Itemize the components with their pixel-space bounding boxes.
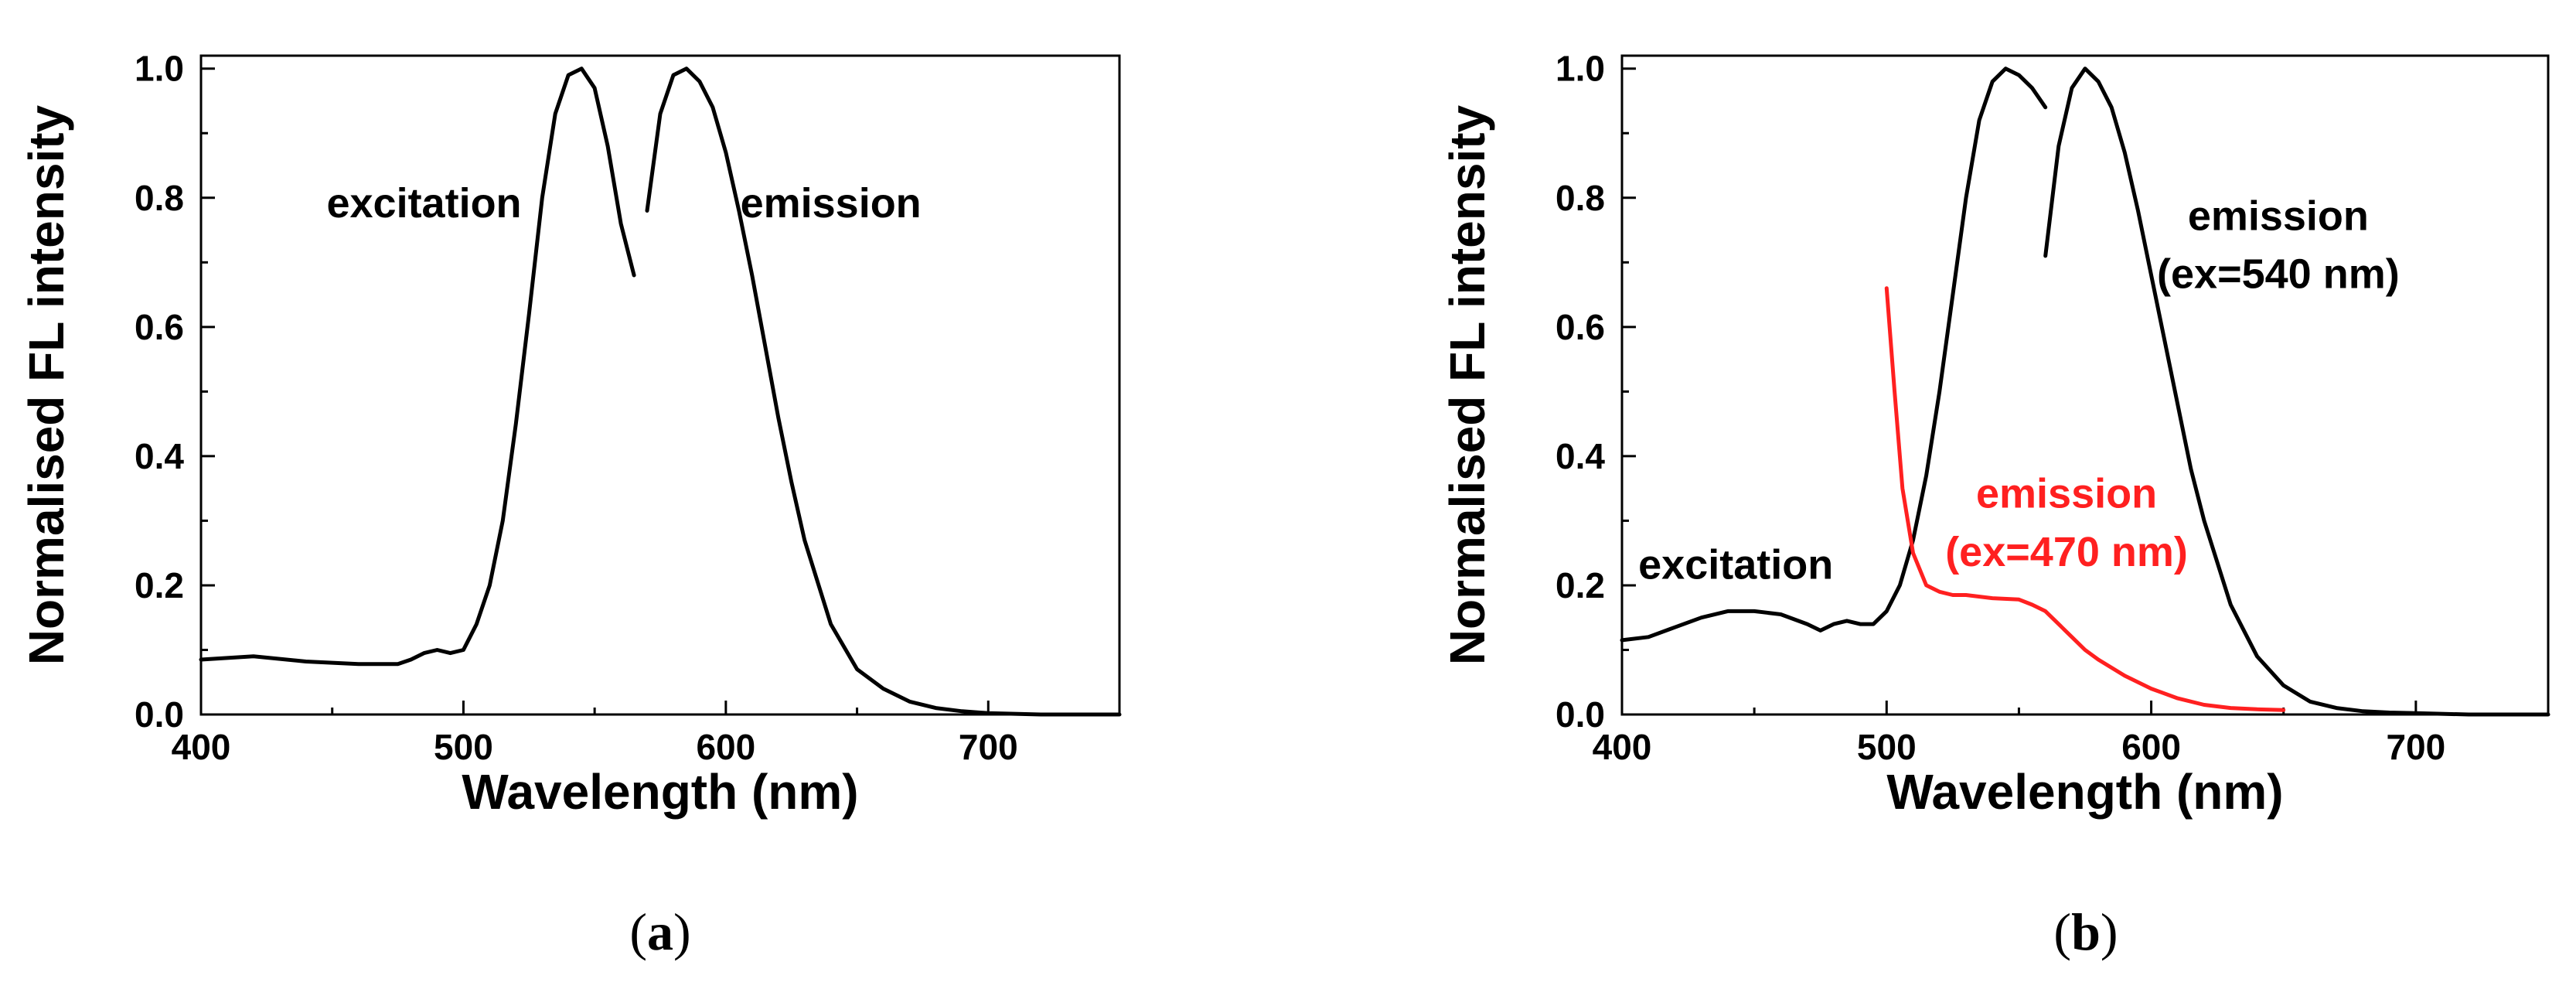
x-tick-label: 700	[2386, 727, 2445, 767]
caption-open-paren: (	[629, 902, 647, 961]
panel-a-chart: 400 500 600 700 0.0 0.2 0.4 0.6 0.8 1.0 Wavelength…	[19, 49, 1122, 961]
annotation-label: excitation	[326, 180, 521, 227]
annotation-label: emission	[741, 180, 922, 227]
annotation-label: excitation	[1638, 542, 1833, 588]
y-tick-label: 0.4	[1555, 436, 1605, 476]
y-tick-label: 1.0	[1555, 49, 1605, 89]
caption-letter: a	[647, 902, 673, 961]
y-axis-title: Normalised FL intensity	[1440, 104, 1495, 665]
series-line-3	[1884, 286, 2286, 712]
x-tick-label: 600	[2121, 727, 2181, 767]
panel-caption: (b)	[2053, 902, 2118, 961]
x-tick-label: 700	[959, 727, 1018, 767]
annotation-label: emission	[2188, 193, 2369, 240]
x-axis-title: Wavelength (nm)	[1886, 764, 2283, 820]
y-tick-label: 0.2	[135, 565, 184, 605]
y-tick-label: 0.6	[135, 307, 184, 347]
y-tick-label: 0.8	[1555, 178, 1605, 218]
panel-b-chart: 400 500 600 700 0.0 0.2 0.4 0.6 0.8 1.0 Wavelength…	[1440, 49, 2550, 961]
y-tick-label: 1.0	[135, 49, 184, 89]
y-tick-label: 0.4	[135, 436, 184, 476]
y-tick-label: 0.0	[1555, 694, 1605, 735]
series-line-1	[199, 67, 636, 667]
x-tick-label: 400	[172, 727, 231, 767]
x-axis-title: Wavelength (nm)	[462, 764, 858, 820]
annotation-label: emission	[1976, 471, 2157, 517]
caption-close-paren: )	[673, 902, 691, 961]
annotation-label: (ex=540 nm)	[2157, 251, 2400, 298]
plot-frame	[1620, 54, 2550, 716]
x-tick-label: 600	[696, 727, 755, 767]
y-tick-label: 0.2	[1555, 565, 1605, 605]
caption-close-paren: )	[2101, 902, 2118, 961]
y-axis-title: Normalised FL intensity	[19, 104, 74, 665]
series-line-1	[1620, 67, 2048, 643]
y-tick-label: 0.0	[135, 694, 184, 735]
x-tick-label: 500	[434, 727, 493, 767]
annotation-label: (ex=470 nm)	[1945, 529, 2188, 575]
series-line-2	[645, 67, 1122, 717]
x-tick-label: 500	[1857, 727, 1917, 767]
series-line-2	[2043, 67, 2550, 717]
y-tick-label: 0.8	[135, 178, 184, 218]
plot-frame	[199, 54, 1121, 716]
caption-letter: b	[2071, 902, 2101, 961]
y-tick-label: 0.6	[1555, 307, 1605, 347]
panel-caption: (a)	[629, 902, 690, 961]
x-tick-label: 400	[1593, 727, 1652, 767]
caption-open-paren: (	[2053, 902, 2071, 961]
